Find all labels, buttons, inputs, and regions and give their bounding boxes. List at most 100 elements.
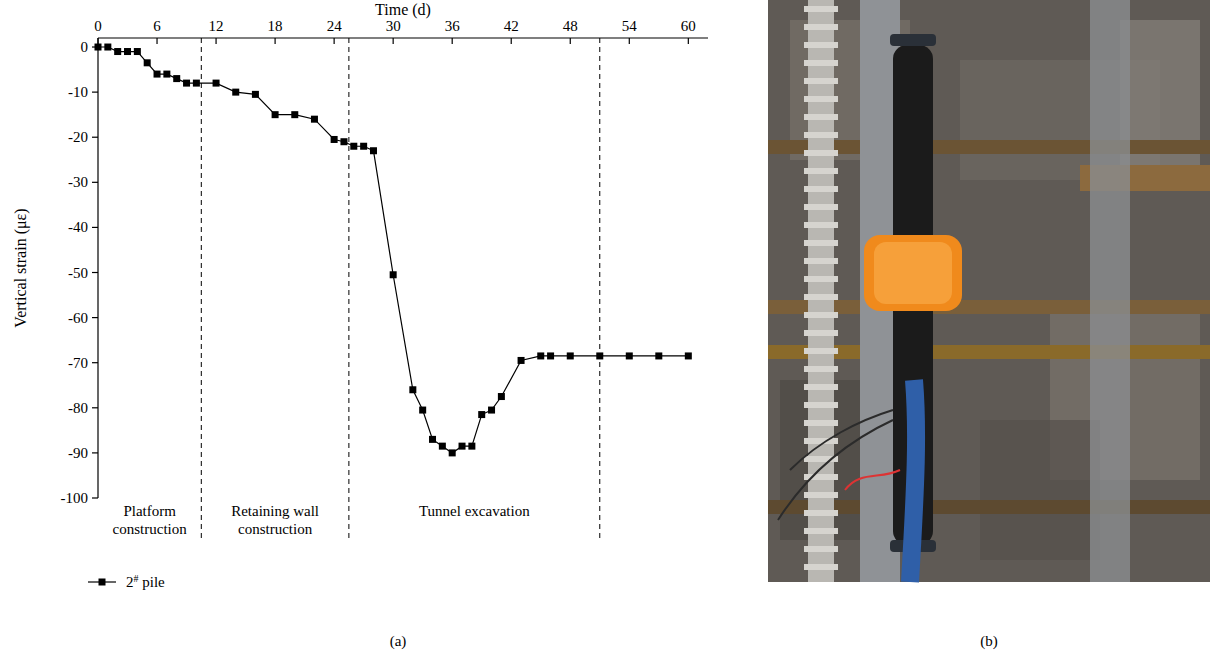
- phase-label: construction: [238, 521, 313, 537]
- x-tick-label: 54: [622, 18, 638, 34]
- y-tick-label: 0: [81, 39, 89, 55]
- x-tick: [511, 38, 512, 44]
- data-point: [685, 352, 692, 359]
- x-tick: [688, 38, 689, 44]
- y-tick-label: -40: [68, 219, 88, 235]
- data-point: [213, 80, 220, 87]
- photo-rib: [804, 510, 838, 516]
- data-point: [124, 48, 131, 55]
- data-point: [144, 59, 151, 66]
- photo-rib: [804, 546, 838, 552]
- y-tick: [92, 452, 98, 453]
- x-tick: [393, 38, 394, 44]
- data-point: [409, 386, 416, 393]
- data-point: [567, 352, 574, 359]
- y-tick: [92, 137, 98, 138]
- photo-wire: [778, 420, 893, 520]
- x-tick: [629, 38, 630, 44]
- y-tick-label: -10: [68, 84, 88, 100]
- x-tick-label: 18: [268, 18, 283, 34]
- photo-rib: [804, 24, 838, 30]
- photo-rib: [804, 96, 838, 102]
- photo-rib: [804, 168, 838, 174]
- photo-rib: [804, 402, 838, 408]
- photo-rib: [804, 60, 838, 66]
- photo-rib: [804, 258, 838, 264]
- data-point: [459, 443, 466, 450]
- y-tick-label: -90: [68, 445, 88, 461]
- y-tick-label: -70: [68, 355, 88, 371]
- data-point: [449, 449, 456, 456]
- photo-texture: [1120, 20, 1200, 180]
- y-tick-label: -30: [68, 174, 88, 190]
- x-tick: [97, 38, 98, 44]
- data-point: [596, 352, 603, 359]
- x-tick: [156, 38, 157, 44]
- series-line: [98, 47, 688, 453]
- photo-rib: [804, 564, 838, 570]
- photo-rib: [804, 438, 838, 444]
- photo-wire: [845, 470, 900, 490]
- photo-rib: [804, 222, 838, 228]
- y-tick-label: -80: [68, 400, 88, 416]
- photo-sensor-box: [864, 235, 962, 311]
- photo-rib: [804, 366, 838, 372]
- photo-rib: [804, 312, 838, 318]
- data-point: [350, 143, 357, 150]
- x-tick: [452, 38, 453, 44]
- x-tick: [334, 38, 335, 44]
- data-point: [429, 436, 436, 443]
- photo-rib: [804, 492, 838, 498]
- x-tick-label: 36: [445, 18, 461, 34]
- data-point: [547, 352, 554, 359]
- photo-rebar: [768, 300, 1210, 314]
- data-point: [163, 71, 170, 78]
- data-point: [272, 111, 279, 118]
- photo-rib: [804, 528, 838, 534]
- y-tick-label: -20: [68, 129, 88, 145]
- photo-rib: [804, 150, 838, 156]
- data-point: [232, 89, 239, 96]
- phase-label: Platform: [123, 503, 176, 519]
- photo-rib: [804, 114, 838, 120]
- y-tick: [92, 227, 98, 228]
- phase-boundary: [201, 38, 202, 538]
- data-point: [626, 352, 633, 359]
- data-point: [134, 48, 141, 55]
- data-point: [655, 352, 662, 359]
- data-point: [498, 393, 505, 400]
- data-point: [104, 44, 111, 51]
- photo-wire: [790, 410, 893, 470]
- data-point: [488, 407, 495, 414]
- photo-rib: [804, 420, 838, 426]
- data-point: [311, 116, 318, 123]
- data-point: [252, 91, 259, 98]
- photo-sensor-box-face: [874, 242, 952, 304]
- plot-area: [95, 44, 692, 457]
- photo-rebar: [768, 345, 1210, 359]
- panel-label: (a): [390, 633, 407, 650]
- y-tick-label: -100: [61, 490, 89, 506]
- phase-boundary: [348, 38, 349, 538]
- y-tick: [92, 182, 98, 183]
- y-tick: [92, 407, 98, 408]
- data-point: [468, 443, 475, 450]
- photo-rib: [804, 384, 838, 390]
- legend-label: 2# pile: [126, 573, 165, 591]
- data-point: [340, 138, 347, 145]
- legend-marker: [99, 579, 106, 586]
- photo-texture: [980, 420, 1100, 560]
- x-tick: [215, 38, 216, 44]
- data-point: [193, 80, 200, 87]
- x-tick-label: 0: [94, 18, 102, 34]
- x-tick-label: 48: [563, 18, 578, 34]
- x-axis: [98, 37, 708, 38]
- photo-rib: [804, 132, 838, 138]
- data-point: [95, 44, 102, 51]
- x-tick: [570, 38, 571, 44]
- x-tick-label: 42: [504, 18, 519, 34]
- phase-label: construction: [113, 521, 188, 537]
- data-point: [331, 136, 338, 143]
- data-point: [114, 48, 121, 55]
- data-point: [173, 75, 180, 82]
